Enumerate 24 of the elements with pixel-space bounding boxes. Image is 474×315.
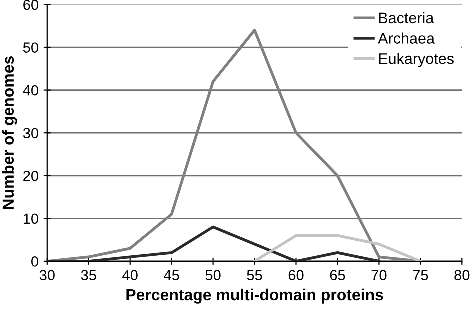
x-tick-label: 75	[413, 270, 428, 280]
y-tick-label: 60	[24, 0, 38, 10]
x-axis-title: Percentage multi-domain proteins	[126, 288, 384, 304]
y-tick-label: 40	[23, 85, 38, 96]
x-tick-label: 55	[247, 270, 262, 280]
x-tick-label: 30	[40, 270, 55, 280]
x-tick-label: 80	[454, 270, 470, 280]
x-tick-label: 65	[330, 270, 346, 280]
x-tick-label: 50	[206, 270, 221, 280]
y-tick-label: 20	[24, 170, 38, 182]
legend-label: Archaea	[378, 32, 435, 44]
x-tick-label: 35	[81, 270, 96, 280]
x-tick-label: 60	[288, 270, 304, 280]
y-axis-title: Number of genomes	[2, 56, 18, 210]
y-tick-label: 10	[24, 214, 38, 224]
y-tick-label: 30	[23, 128, 38, 139]
line-series	[47, 226, 381, 262]
x-tick-label: 70	[372, 270, 387, 280]
legend-label: Eukaryotes	[379, 53, 454, 68]
legend-label: Bacteria	[379, 12, 434, 24]
x-tick-label: 45	[164, 270, 180, 280]
y-tick-label: 0	[32, 256, 38, 267]
x-tick-label: 40	[122, 270, 138, 280]
y-tick-label: 50	[23, 42, 38, 53]
